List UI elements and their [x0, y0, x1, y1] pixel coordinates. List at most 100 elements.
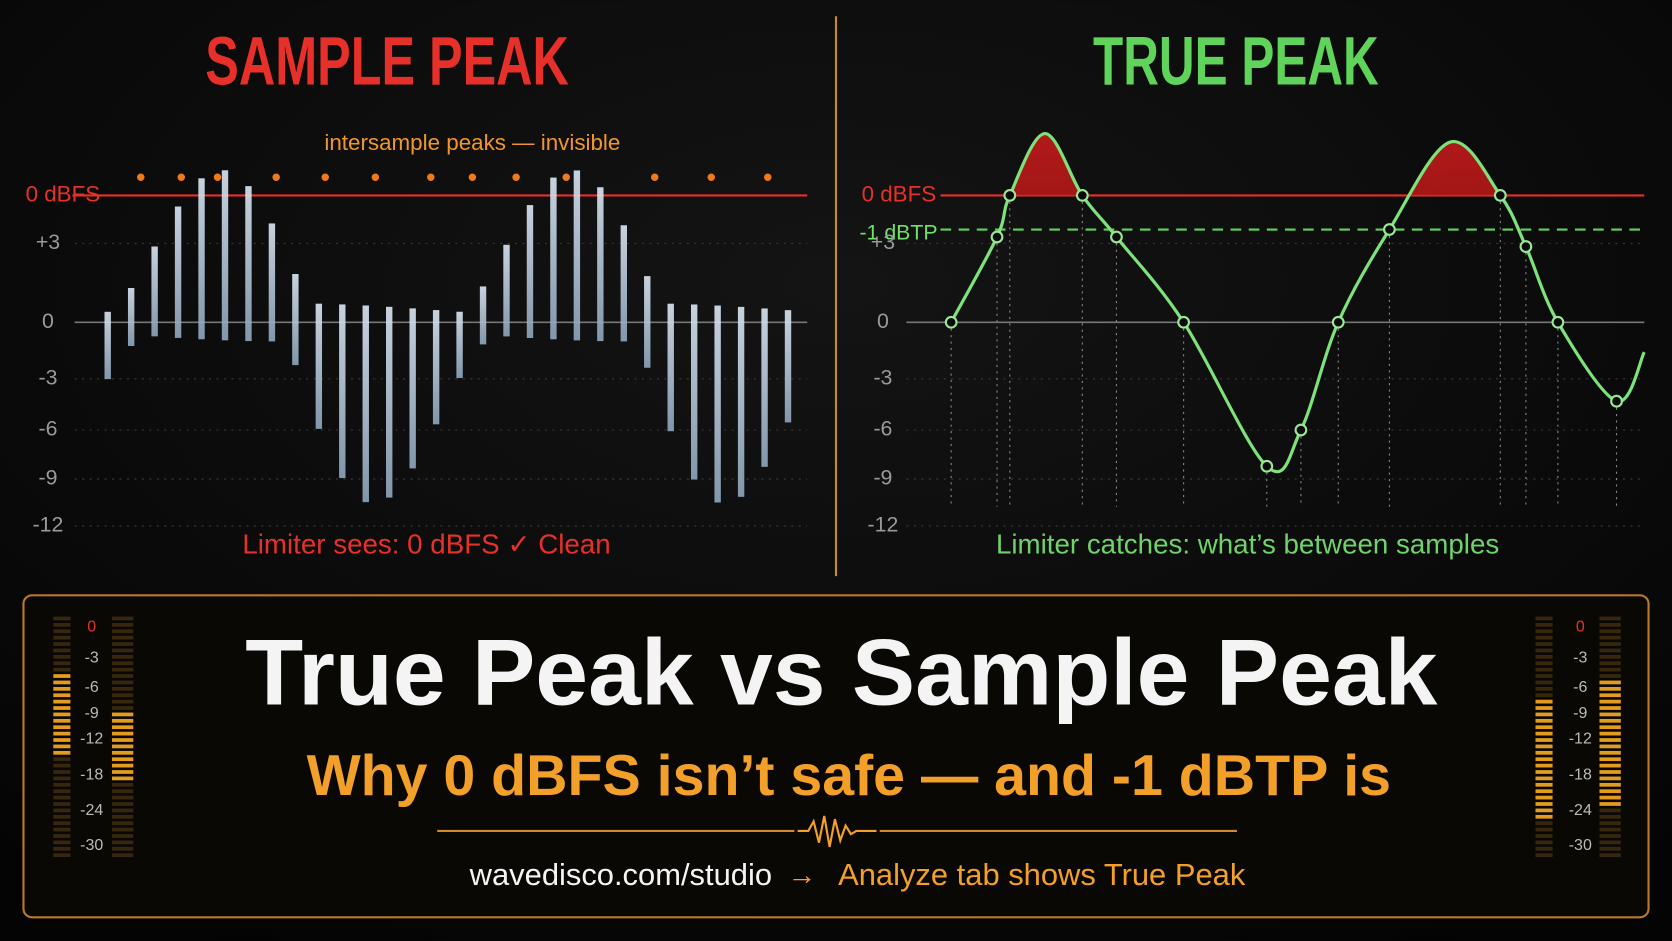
meter-segment	[111, 821, 134, 826]
sample-bar	[690, 304, 698, 480]
meter-segment	[53, 712, 71, 717]
axis-label: -6	[39, 417, 58, 441]
meter-segment	[1599, 718, 1621, 723]
meter-segment	[1599, 686, 1621, 691]
left-ref-label: 0 dBFS	[26, 181, 101, 206]
meter-segment	[53, 802, 71, 806]
left-annotation: intersample peaks — invisible	[324, 130, 620, 155]
meter-segment	[111, 674, 134, 678]
sample-bar	[550, 177, 557, 340]
sample-point	[1294, 423, 1308, 437]
left-title: SAMPLE PEAK	[205, 23, 569, 99]
meter-segment	[53, 757, 71, 762]
meter-segment	[1599, 693, 1621, 698]
meter-segment	[53, 680, 71, 685]
meter-segment	[111, 661, 134, 666]
meter-label: -9	[1573, 705, 1587, 722]
axis-label: -3	[39, 365, 58, 389]
meter-label: 0	[1576, 618, 1585, 635]
meter-segment	[53, 834, 71, 838]
sample-point	[1493, 188, 1507, 202]
intersample-dot	[213, 173, 222, 181]
meter-segment	[1599, 770, 1621, 774]
meter-segment	[1599, 846, 1621, 851]
intersample-dot	[562, 173, 570, 181]
meter-segment	[1599, 616, 1621, 621]
meter-segment	[111, 789, 134, 794]
meter-segment	[1535, 789, 1553, 794]
meter-segment	[1535, 622, 1553, 627]
sample-bar	[409, 308, 416, 469]
sample-bar	[198, 178, 205, 340]
sample-bar	[479, 286, 487, 345]
sample-point	[1551, 315, 1565, 329]
intersample-dot	[272, 173, 280, 181]
meter-segment	[111, 808, 134, 813]
axis-label: -12	[868, 513, 899, 537]
sample-bar	[784, 310, 792, 423]
meter-segment	[111, 706, 134, 710]
meter-label: -3	[1573, 649, 1587, 666]
meter-segment	[1599, 674, 1621, 678]
meter-segment	[1535, 853, 1553, 858]
axis-label: -6	[873, 417, 892, 441]
meter-segment	[1535, 738, 1553, 742]
sample-point	[1331, 315, 1345, 329]
meter-segment	[1599, 814, 1621, 819]
meter-segment	[111, 738, 134, 742]
meter-segment	[1535, 782, 1553, 787]
meter-segment	[53, 814, 71, 819]
meter-segment	[1535, 661, 1553, 666]
meter-segment	[111, 699, 134, 704]
sample-bar	[620, 225, 627, 342]
meter-segment	[111, 827, 134, 832]
meter-segment	[53, 808, 71, 813]
meter-segment	[1535, 757, 1553, 762]
meter-segment	[53, 776, 71, 781]
meter-segment	[1599, 782, 1621, 787]
meter-segment	[53, 821, 71, 826]
meter-segment	[111, 840, 134, 845]
meter-segment	[1599, 789, 1621, 794]
sample-bar	[714, 305, 721, 503]
meter-segment	[1599, 834, 1621, 838]
sample-bar	[362, 305, 369, 503]
axis-label: -3	[873, 365, 892, 389]
meter-segment	[1535, 763, 1553, 768]
axis-label: -9	[39, 466, 58, 490]
meter-segment	[1535, 629, 1553, 634]
meter-segment	[1535, 770, 1553, 774]
sample-bar	[151, 246, 158, 337]
meter-segment	[1535, 731, 1553, 736]
sample-bar	[597, 187, 604, 342]
meter-segment	[53, 770, 71, 774]
meter-segment	[1599, 667, 1621, 672]
peak-area	[951, 133, 1645, 196]
meter-segment	[53, 654, 71, 659]
meter-segment	[111, 744, 134, 749]
meter-label: -18	[80, 767, 103, 784]
intersample-dot	[650, 173, 659, 181]
meter-segment	[111, 686, 134, 691]
intersample-dot	[512, 173, 520, 181]
generated: +3 0 -3 -6 -9 -12 +3 0 -3 -6 -9 -12 0 -3 -6 -9 -12 -18 -24…	[33, 131, 1646, 858]
right-title: TRUE PEAK	[1093, 23, 1379, 99]
meter-segment	[1599, 840, 1621, 845]
meter-label: -30	[1569, 837, 1592, 854]
sample-point	[1610, 394, 1623, 408]
meter-segment	[111, 654, 134, 659]
meter-segment	[1535, 795, 1553, 800]
sample-bar	[667, 303, 674, 432]
meter-segment	[53, 744, 71, 749]
meter-segment	[1599, 757, 1621, 762]
meter-segment	[1599, 731, 1621, 736]
meter-segment	[1599, 808, 1621, 813]
meter-segment	[53, 725, 71, 730]
meter-segment	[111, 693, 134, 698]
meter-segment	[1599, 642, 1621, 646]
banner-box	[22, 594, 1650, 919]
meter-label: -24	[1569, 802, 1592, 819]
banner-title: True Peak vs Sample Peak	[245, 619, 1438, 724]
